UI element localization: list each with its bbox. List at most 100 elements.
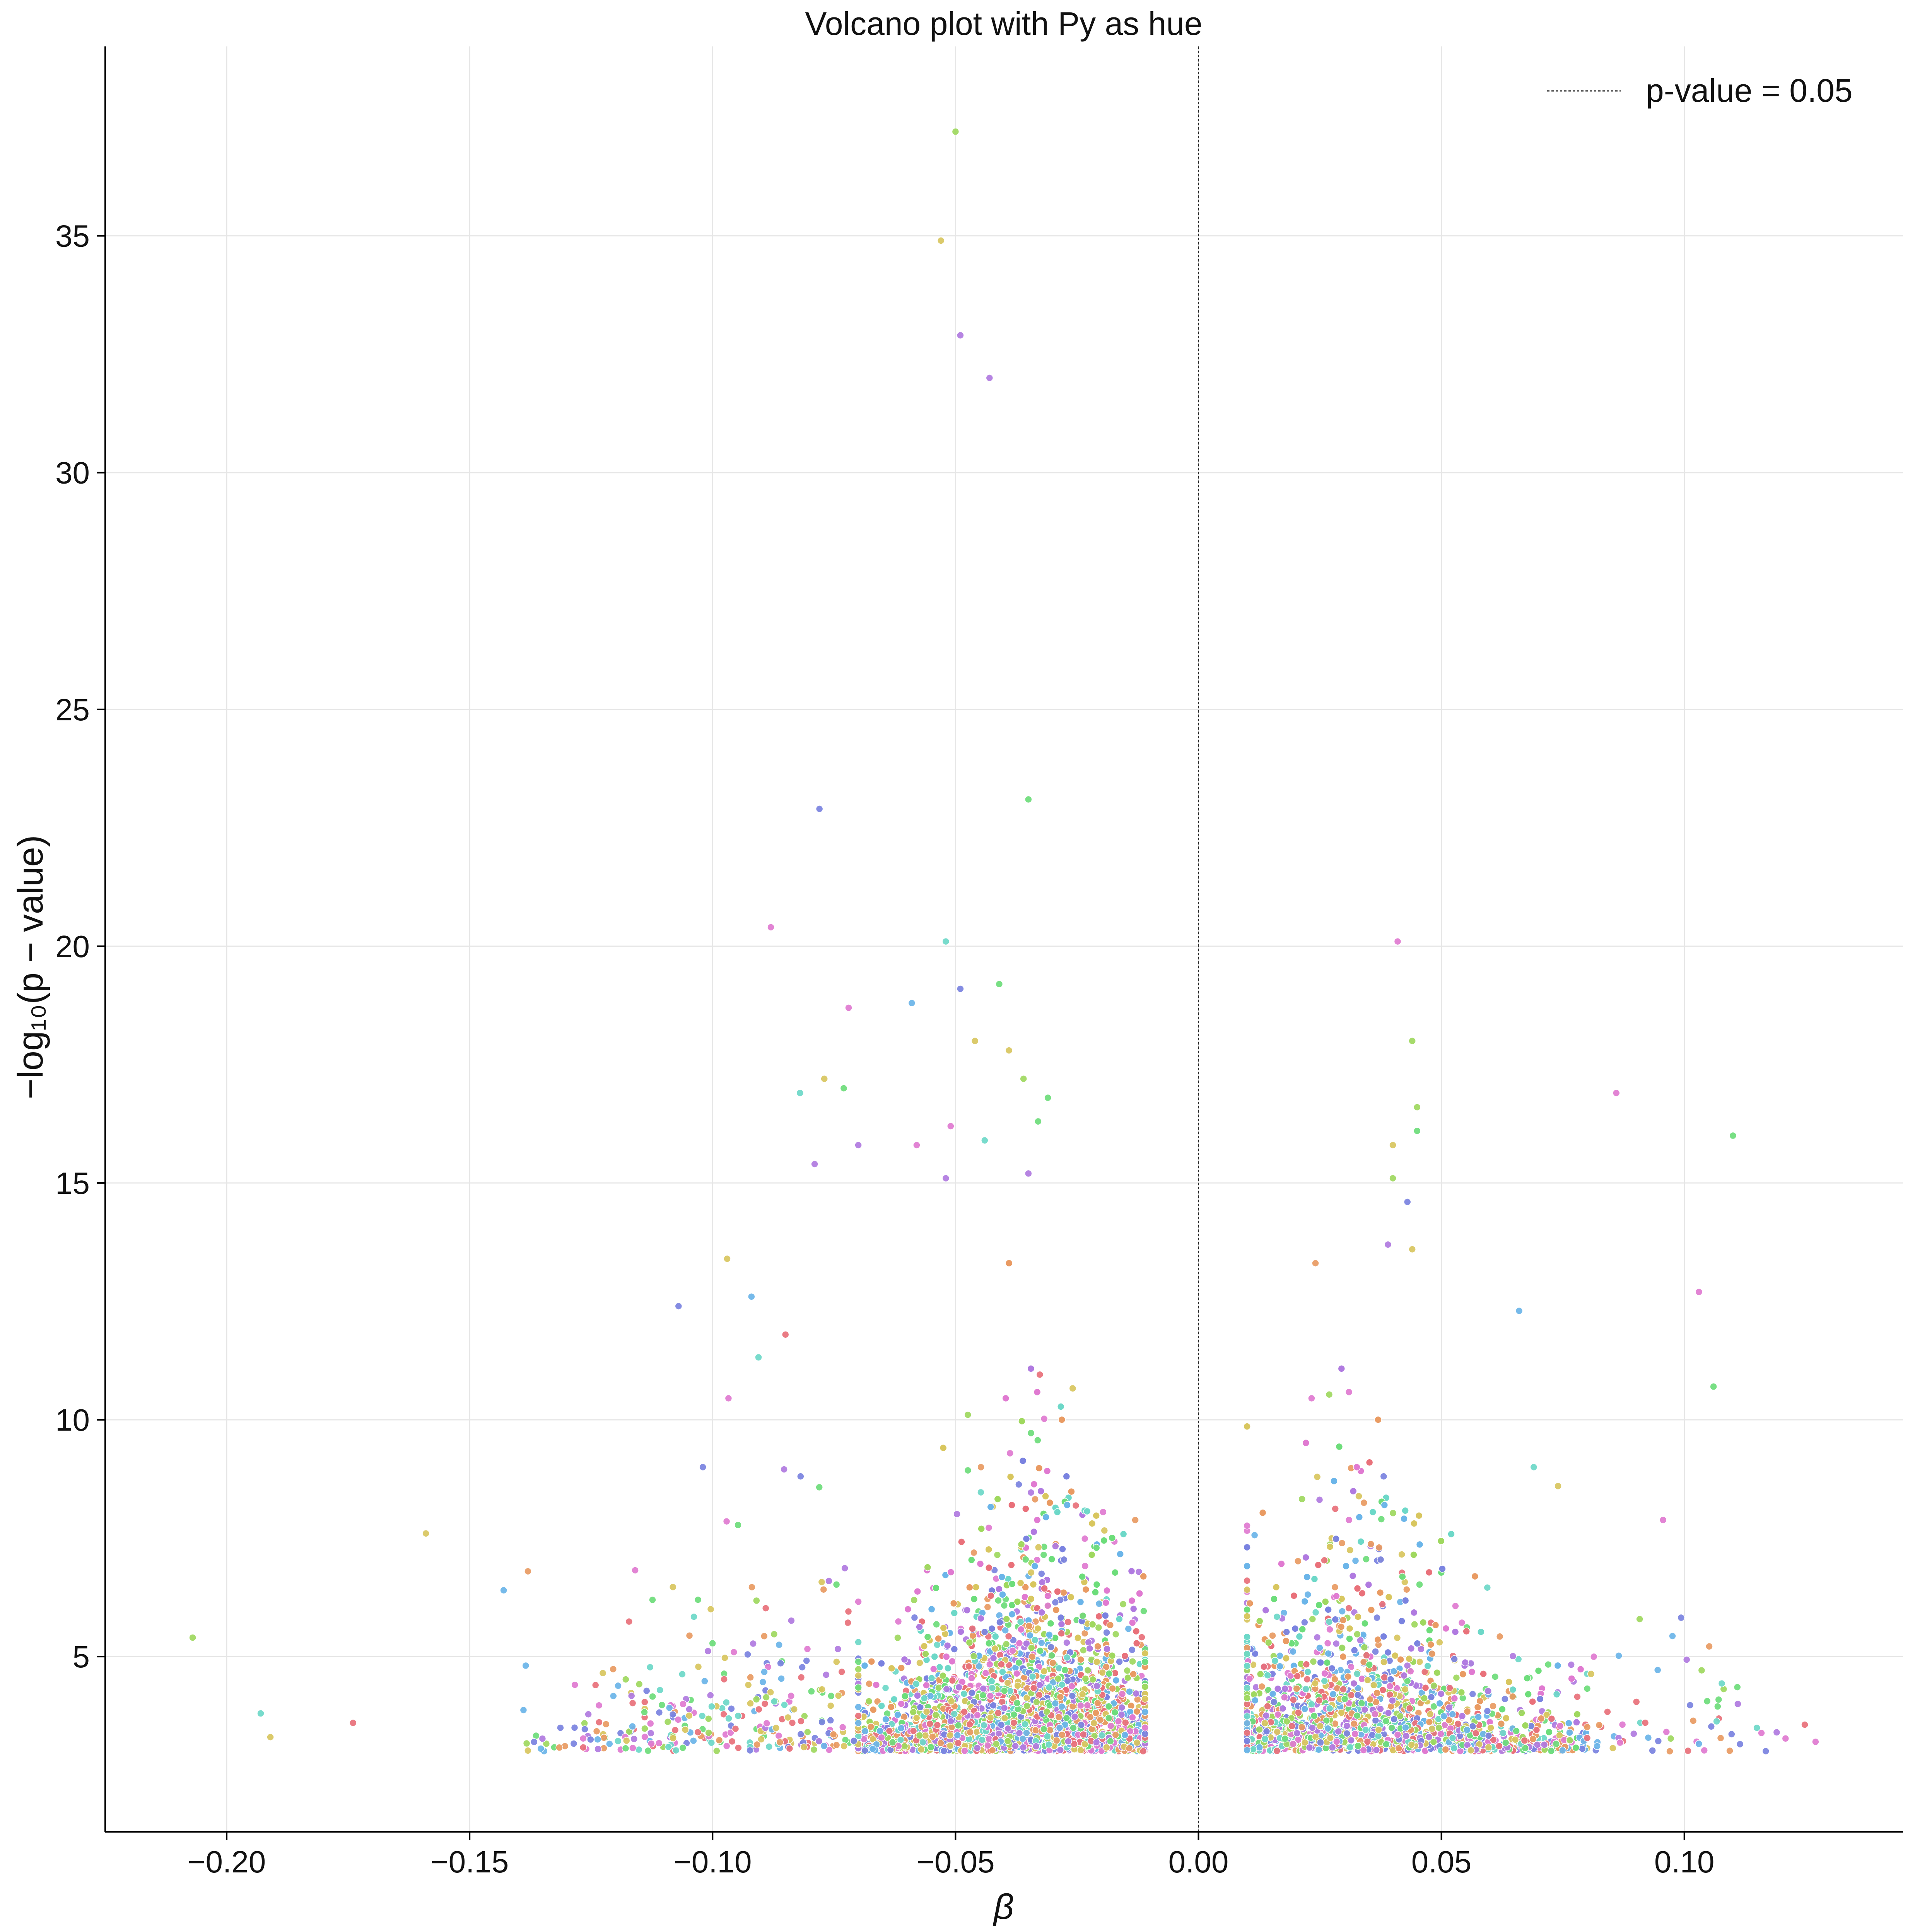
data-point	[901, 1692, 909, 1700]
data-point	[1093, 1658, 1101, 1666]
data-point	[1128, 1619, 1136, 1627]
data-point	[928, 1605, 936, 1613]
data-point	[1138, 1633, 1146, 1641]
data-point	[1101, 1612, 1109, 1619]
data-point	[1103, 1587, 1111, 1595]
data-point	[1027, 1568, 1035, 1576]
data-point	[894, 1711, 902, 1719]
data-point	[1094, 1643, 1102, 1650]
data-point	[944, 1664, 952, 1672]
data-point	[970, 1549, 978, 1557]
data-point	[1064, 1677, 1071, 1685]
data-point	[869, 1706, 877, 1714]
data-point	[927, 1743, 935, 1751]
data-point	[994, 1597, 1002, 1604]
data-point	[922, 1681, 930, 1689]
data-point	[978, 1736, 986, 1744]
data-point	[894, 1634, 902, 1642]
data-point	[939, 1444, 947, 1452]
data-point	[1077, 1655, 1085, 1664]
data-point	[947, 1568, 955, 1576]
data-point	[920, 1642, 928, 1650]
data-point	[1031, 1562, 1039, 1570]
data-point	[1051, 1599, 1059, 1606]
data-point	[1031, 1495, 1039, 1503]
data-point	[1016, 1618, 1025, 1626]
data-point	[897, 1736, 905, 1744]
data-point	[1116, 1658, 1123, 1666]
data-point	[1118, 1690, 1126, 1698]
data-point	[1095, 1624, 1103, 1631]
data-point	[1127, 1702, 1135, 1710]
data-point	[1058, 1416, 1066, 1424]
data-point	[977, 1463, 985, 1471]
data-point	[954, 1739, 962, 1747]
data-point	[1116, 1615, 1123, 1623]
data-point	[960, 1708, 968, 1716]
data-point	[914, 1692, 921, 1699]
data-point	[912, 1714, 921, 1722]
data-point	[1088, 1551, 1096, 1559]
data-point	[1129, 1657, 1136, 1665]
data-point	[1135, 1568, 1143, 1576]
data-point	[1057, 1403, 1065, 1411]
data-point	[867, 1723, 875, 1731]
data-point	[1022, 1556, 1030, 1563]
data-point	[950, 1609, 958, 1617]
data-point	[1141, 1695, 1149, 1703]
data-point	[988, 1625, 996, 1633]
data-point	[972, 1583, 980, 1591]
data-point	[911, 1614, 919, 1622]
data-point	[1013, 1598, 1022, 1606]
data-point	[1141, 1730, 1149, 1738]
data-point	[1132, 1627, 1140, 1635]
chart-title: Volcano plot with Py as hue	[805, 5, 1202, 42]
data-point	[1111, 1708, 1119, 1717]
data-point	[933, 1641, 941, 1649]
data-point	[933, 1620, 940, 1628]
data-point	[984, 1603, 992, 1611]
data-point	[1108, 1534, 1116, 1542]
data-point	[1022, 1535, 1030, 1543]
data-point	[977, 1488, 985, 1496]
data-point	[897, 1700, 905, 1708]
data-point	[1095, 1612, 1103, 1620]
data-point	[1141, 1650, 1149, 1657]
data-point	[1119, 1530, 1127, 1538]
data-point	[1100, 1537, 1108, 1544]
data-point	[878, 1702, 885, 1710]
data-point	[1044, 1592, 1052, 1600]
data-point	[965, 1639, 974, 1646]
data-point	[1017, 1540, 1025, 1548]
data-point	[1008, 1501, 1016, 1509]
data-point	[1092, 1588, 1099, 1596]
data-point	[1047, 1619, 1055, 1628]
data-point	[1102, 1599, 1110, 1607]
data-point	[1114, 1717, 1122, 1725]
data-point	[1040, 1667, 1048, 1675]
data-point	[1046, 1726, 1054, 1734]
data-point	[1129, 1670, 1137, 1678]
data-point	[865, 1698, 873, 1705]
data-point	[1033, 1698, 1040, 1706]
data-point	[979, 1685, 987, 1693]
data-point	[1072, 1501, 1080, 1510]
data-point	[912, 1680, 920, 1688]
grid-lines	[105, 46, 1903, 1832]
data-point	[1092, 1511, 1100, 1520]
data-point	[1132, 1689, 1140, 1698]
data-point	[1118, 1704, 1126, 1711]
data-point	[1106, 1621, 1114, 1629]
data-point	[1069, 1724, 1077, 1732]
data-point	[1054, 1588, 1061, 1595]
data-point	[953, 1510, 961, 1518]
data-point	[1054, 1675, 1062, 1682]
data-point	[958, 1538, 965, 1546]
data-point	[1111, 1569, 1119, 1576]
data-point	[991, 1633, 999, 1641]
data-point	[1057, 1614, 1065, 1622]
data-point	[1141, 1683, 1149, 1691]
data-point	[1002, 1394, 1010, 1402]
data-point	[1049, 1659, 1057, 1667]
data-point	[1004, 1632, 1013, 1640]
